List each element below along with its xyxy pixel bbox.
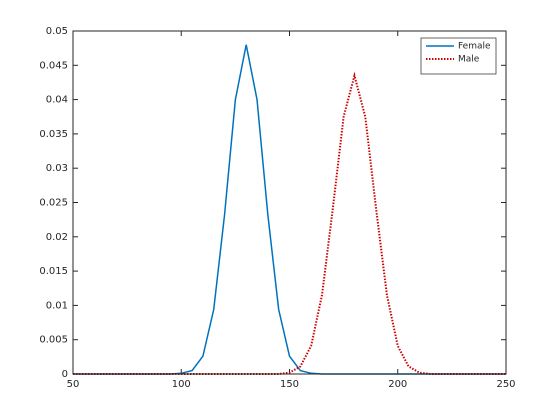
legend-label: Female [458,42,491,52]
y-tick-label: 0.01 [46,300,68,311]
y-tick-label: 0.03 [46,163,68,174]
plot-area [73,31,506,374]
x-tick-label: 150 [280,379,299,390]
y-tick-label: 0.025 [39,198,68,209]
legend-label: Male [458,55,480,65]
y-tick-label: 0.045 [39,60,68,71]
x-tick-label: 50 [67,379,80,390]
y-tick-label: 0 [62,369,68,380]
legend: Female Male [420,37,497,75]
axes-box [72,30,507,375]
x-tick-label: 200 [388,379,407,390]
y-tick-label: 0.02 [46,232,68,243]
x-tick-label: 100 [172,379,191,390]
legend-box [420,37,497,75]
y-tick-label: 0.015 [39,266,68,277]
y-tick-label: 0.04 [46,95,68,106]
y-tick-label: 0.05 [46,26,68,37]
x-tick-label: 250 [496,379,515,390]
y-tick-label: 0.005 [39,335,68,346]
y-tick-label: 0.035 [39,129,68,140]
